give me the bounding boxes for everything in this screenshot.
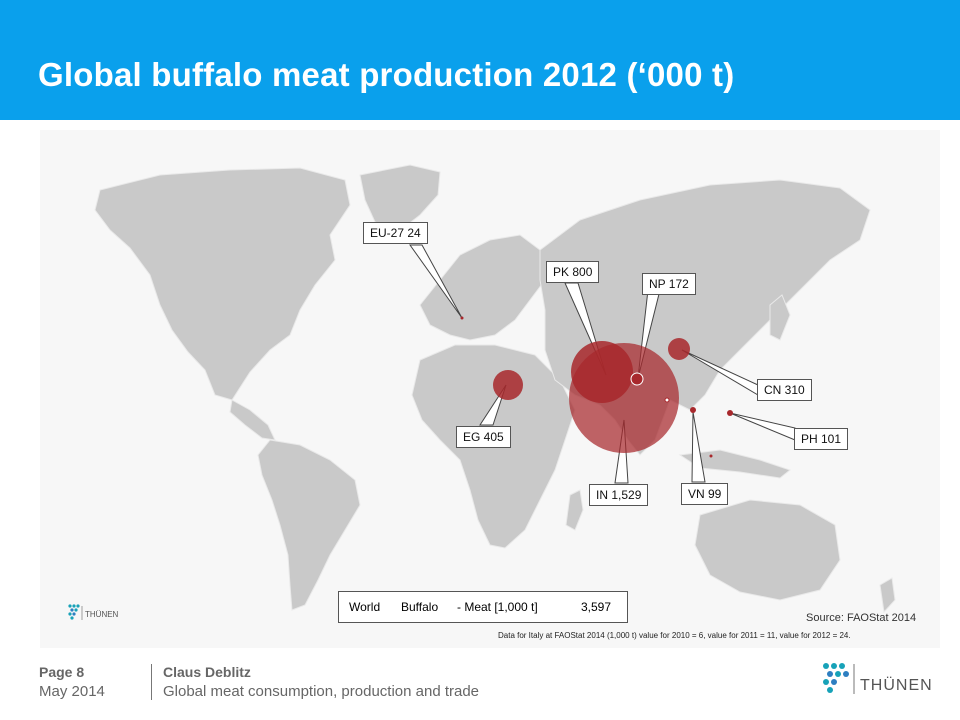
bubble-ph xyxy=(727,410,733,416)
thuenen-logo-small: THÜNEN xyxy=(68,604,128,627)
thuenen-logo: THÜNEN xyxy=(822,660,932,705)
footer-subtitle: Global meat consumption, production and … xyxy=(163,683,480,700)
world-total-box: World Buffalo - Meat [1,000 t] 3,597 xyxy=(338,591,628,623)
bubble-vn xyxy=(690,407,696,413)
footer-date: May 2014 xyxy=(39,683,105,700)
land-new-zealand xyxy=(879,577,896,614)
callout-in: IN 1,529 xyxy=(589,484,649,506)
land-indonesia xyxy=(678,449,792,479)
small-logo-text: THÜNEN xyxy=(85,610,119,619)
callout-np: NP 172 xyxy=(642,273,696,295)
world-measure: - Meat [1,000 t] xyxy=(457,600,538,614)
world-region: World xyxy=(349,600,381,614)
land-japan xyxy=(769,294,791,341)
land-greenland xyxy=(359,164,441,233)
world-value: 3,597 xyxy=(581,600,612,614)
production-bubbles xyxy=(460,316,733,458)
bubble-mm xyxy=(664,397,670,403)
bubble-np xyxy=(630,372,644,386)
land-masses xyxy=(94,164,896,614)
source-note: Source: FAOStat 2014 xyxy=(806,612,917,624)
thuenen-dots-icon: THÜNEN xyxy=(68,604,119,620)
bubble-eg xyxy=(493,370,523,400)
leader-vn xyxy=(691,411,706,483)
bubble-eu27 xyxy=(460,316,464,320)
world-item: Buffalo xyxy=(401,600,439,614)
footer-divider xyxy=(151,664,152,700)
callout-vn: VN 99 xyxy=(681,483,729,505)
callout-eu27: EU-27 24 xyxy=(363,222,428,244)
land-madagascar xyxy=(565,489,584,531)
land-south-america xyxy=(257,439,361,611)
callout-pk: PK 800 xyxy=(546,261,600,283)
leader-eu27 xyxy=(409,244,463,319)
header-bar: Global buffalo meat production 2012 (‘00… xyxy=(0,0,960,120)
page-number: Page 8 xyxy=(39,664,85,680)
bubble-id xyxy=(709,454,713,458)
land-central-america xyxy=(229,399,276,441)
bubble-pk xyxy=(571,341,633,403)
thuenen-logo-icon: THÜNEN xyxy=(823,663,932,694)
land-north-america xyxy=(94,167,351,401)
land-australia xyxy=(694,499,841,601)
logo-text: THÜNEN xyxy=(860,676,932,694)
callout-cn: CN 310 xyxy=(757,379,812,401)
bubble-cn xyxy=(668,338,690,360)
italy-data-note: Data for Italy at FAOStat 2014 (1,000 t)… xyxy=(498,631,851,640)
land-europe xyxy=(419,234,546,341)
leader-ph xyxy=(729,412,796,441)
callout-ph: PH 101 xyxy=(794,428,849,450)
slide-title: Global buffalo meat production 2012 (‘00… xyxy=(38,56,735,93)
callout-eg: EG 405 xyxy=(456,426,511,448)
footer-author: Claus Deblitz xyxy=(163,664,251,680)
